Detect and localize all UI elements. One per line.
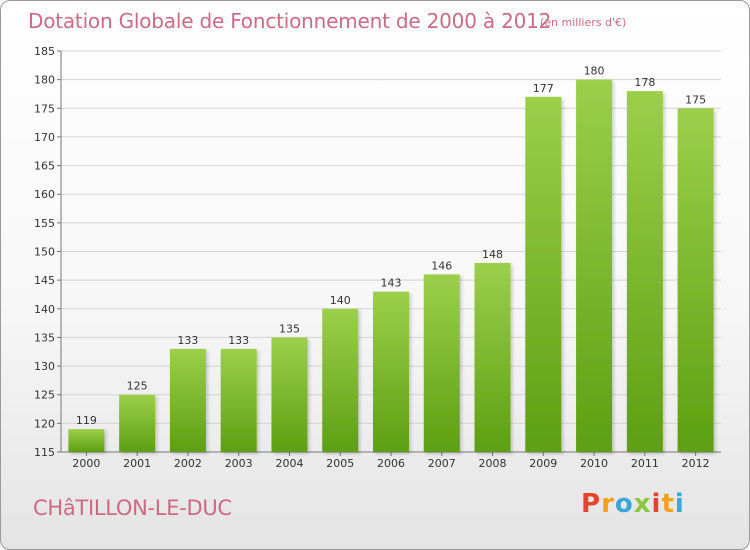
y-tick-label: 120 xyxy=(34,417,55,430)
y-tick-label: 115 xyxy=(34,446,55,459)
logo-letter: t xyxy=(661,489,675,519)
x-tick-label: 2007 xyxy=(428,457,456,470)
x-tick-label: 2003 xyxy=(225,457,253,470)
x-tick-label: 2009 xyxy=(529,457,557,470)
data-label-2005: 140 xyxy=(330,294,351,307)
data-label-2003: 133 xyxy=(228,334,249,347)
bar-2008 xyxy=(474,262,511,452)
y-tick-label: 185 xyxy=(34,45,55,58)
bar-2012 xyxy=(677,108,714,453)
y-tick-label: 155 xyxy=(34,217,55,230)
logo-letter: P xyxy=(581,489,602,519)
x-tick-label: 2012 xyxy=(682,457,710,470)
chart-subtitle: (en milliers d'€) xyxy=(540,16,627,29)
y-tick-label: 175 xyxy=(34,102,55,115)
commune-name: CHâTILLON-LE-DUC xyxy=(33,496,232,520)
x-tick-label: 2002 xyxy=(174,457,202,470)
y-tick-label: 135 xyxy=(34,331,55,344)
x-tick-label: 2001 xyxy=(123,457,151,470)
labels: 115 120 125 130 135 140 145 150 155 160 165 170 175 1… xyxy=(34,45,710,470)
proxiti-logo[interactable]: Proxiti xyxy=(581,489,685,519)
x-tick-label: 2005 xyxy=(326,457,354,470)
logo-letter: i xyxy=(674,489,685,519)
logo-letter: r xyxy=(601,489,615,519)
logo-letter: i xyxy=(651,489,662,519)
bar-2001 xyxy=(119,394,156,452)
data-label-2012: 175 xyxy=(685,93,706,106)
x-tick-label: 2010 xyxy=(580,457,608,470)
bar-2002 xyxy=(169,348,206,452)
data-label-2009: 177 xyxy=(533,82,554,95)
data-label-2002: 133 xyxy=(177,334,198,347)
bar-2005 xyxy=(322,308,359,452)
chart-title: Dotation Globale de Fonctionnement de 20… xyxy=(28,9,552,33)
x-tick-label: 2006 xyxy=(377,457,405,470)
x-tick-label: 2011 xyxy=(631,457,659,470)
x-tick-label: 2004 xyxy=(275,457,303,470)
y-tick-label: 165 xyxy=(34,160,55,173)
y-tick-label: 150 xyxy=(34,246,55,259)
data-label-2007: 146 xyxy=(431,259,452,272)
bar-2003 xyxy=(220,348,257,452)
data-label-2011: 178 xyxy=(634,76,655,89)
bars xyxy=(68,79,714,453)
y-tick-label: 170 xyxy=(34,131,55,144)
data-label-2004: 135 xyxy=(279,322,300,335)
data-label-2010: 180 xyxy=(584,65,605,78)
data-label-2001: 125 xyxy=(127,380,148,393)
y-tick-label: 160 xyxy=(34,188,55,201)
x-tick-label: 2008 xyxy=(479,457,507,470)
x-tick-label: 2000 xyxy=(72,457,100,470)
y-tick-label: 140 xyxy=(34,303,55,316)
y-tick-label: 125 xyxy=(34,389,55,402)
bar-2009 xyxy=(525,96,562,452)
logo-letter: x xyxy=(633,489,652,519)
data-label-2000: 119 xyxy=(76,414,97,427)
data-label-2006: 143 xyxy=(381,277,402,290)
bar-2010 xyxy=(576,79,613,453)
bar-2004 xyxy=(271,337,308,452)
y-tick-label: 145 xyxy=(34,274,55,287)
data-label-2008: 148 xyxy=(482,248,503,261)
bar-2007 xyxy=(423,274,460,452)
bar-2011 xyxy=(626,91,663,452)
y-tick-label: 130 xyxy=(34,360,55,373)
logo-letter: o xyxy=(614,489,634,519)
y-tick-label: 180 xyxy=(34,74,55,87)
bar-2000 xyxy=(68,429,105,452)
bar-2006 xyxy=(373,291,409,452)
